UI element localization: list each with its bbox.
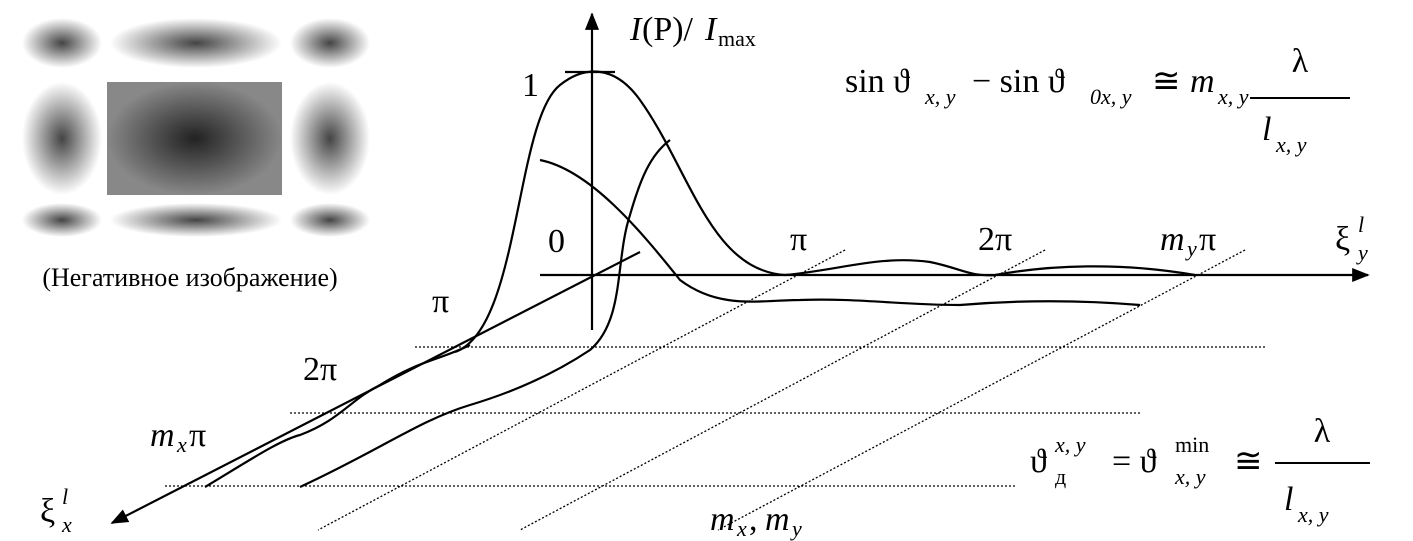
formula-part: 0x, y (1090, 84, 1132, 109)
tick-label: m (1160, 221, 1185, 258)
label-part: I (629, 11, 643, 48)
formula-part: λ (1292, 43, 1309, 80)
axis-sup: l (1358, 212, 1364, 237)
formula-part: д (1055, 464, 1066, 489)
tick-label: π (432, 283, 449, 320)
formula-part: x, y (1174, 464, 1206, 489)
label-part: m (710, 501, 735, 538)
formula-part: x, y (924, 84, 956, 109)
tick-label: π (1199, 221, 1216, 258)
axis-sup: l (62, 484, 68, 509)
formula-1: sin ϑ x, y − sin ϑ 0x, y ≅ m x, y λ l x,… (845, 43, 1350, 157)
curves (204, 70, 1196, 488)
label-part: y (790, 516, 802, 541)
label-part: I (704, 11, 718, 48)
formula-part: l (1262, 111, 1271, 148)
label-part: x (736, 516, 747, 541)
formula-part: − sin ϑ (972, 63, 1065, 100)
axis-symbol: ξ (40, 493, 55, 530)
tick-label: 2π (978, 221, 1012, 258)
origin-label: 0 (548, 223, 565, 260)
formula-part: ≅ (1234, 443, 1263, 480)
formula-part: min (1175, 432, 1209, 457)
grid (165, 249, 1265, 531)
axis-sub: x (61, 512, 72, 537)
formula-part: m (1190, 63, 1215, 100)
tick-label: π (189, 417, 206, 454)
label-part: m (765, 501, 790, 538)
tick-label: 2π (303, 351, 337, 388)
tick-label: x (176, 432, 187, 457)
inset: (Негативное изображение) (22, 18, 370, 292)
formula-part: x, y (1275, 132, 1307, 157)
y-axis-labels: ξ l y π 2π m y π (790, 212, 1368, 265)
label-part: max (718, 26, 756, 51)
formula-part: ϑ (1030, 443, 1047, 480)
formula-part: x, y (1054, 432, 1086, 457)
tick-label: m (150, 417, 175, 454)
x-axis-labels: ξ l x π 2π m x π (40, 283, 449, 537)
tick-label: 1 (522, 67, 539, 104)
formula-2: ϑ д x, y = ϑ x, y min ≅ λ l x, y (1030, 413, 1370, 527)
axis-sub: y (1356, 240, 1368, 265)
intensity-axis-label: I (P)/ I max 1 0 (522, 11, 756, 260)
tick-label: y (1185, 236, 1197, 261)
orders-label: m x , m y (710, 501, 802, 541)
inset-caption: (Негативное изображение) (42, 263, 337, 292)
formula-part: sin ϑ (845, 63, 910, 100)
label-part: , (749, 501, 758, 538)
label-part: (P)/ (642, 11, 694, 48)
formula-part: ≅ (1152, 63, 1181, 100)
axis-symbol: ξ (1335, 221, 1350, 258)
formula-part: x, y (1297, 502, 1329, 527)
formula-part: λ (1314, 413, 1331, 450)
formula-part: l (1284, 481, 1293, 518)
formula-part: x, y (1217, 84, 1249, 109)
tick-label: π (790, 221, 807, 258)
formula-part: = ϑ (1112, 443, 1157, 480)
